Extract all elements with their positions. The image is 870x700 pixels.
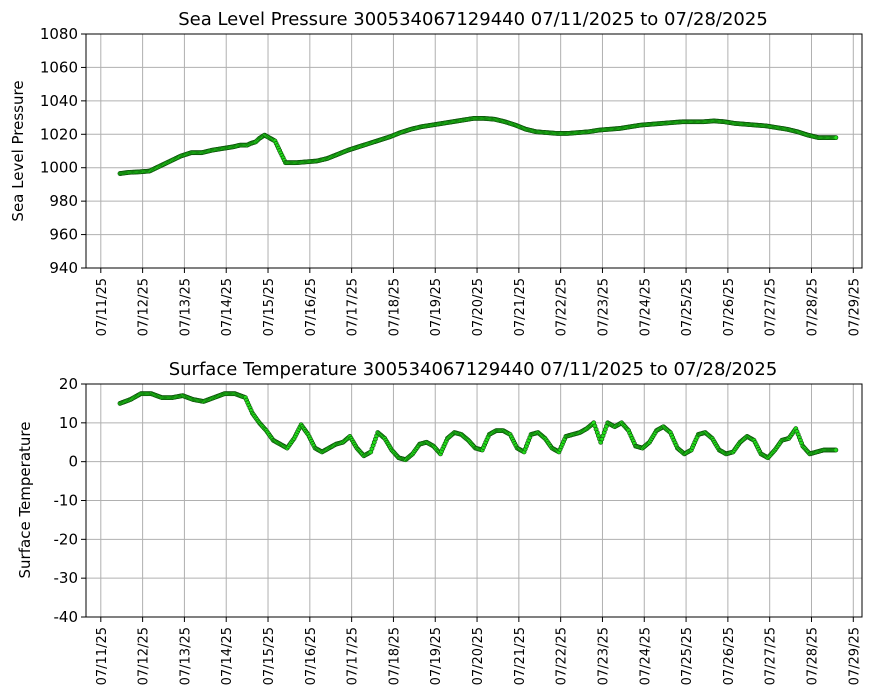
x-tick-label: 07/21/25 [513, 627, 528, 685]
x-tick-label: 07/12/25 [137, 627, 152, 685]
x-tick-label: 07/15/25 [262, 278, 277, 336]
y-tick-label: -10 [54, 492, 79, 510]
x-tick-label: 07/25/25 [680, 278, 695, 336]
x-tick-label: 07/24/25 [638, 627, 653, 685]
x-tick-label: 07/18/25 [387, 278, 402, 336]
chart-title: Surface Temperature 300534067129440 07/1… [169, 359, 778, 380]
x-tick-label: 07/25/25 [680, 627, 695, 685]
x-tick-label: 07/23/25 [596, 627, 611, 685]
y-tick-label: 1040 [40, 92, 78, 110]
x-tick-label: 07/29/25 [847, 278, 862, 336]
x-tick-label: 07/17/25 [346, 627, 361, 685]
x-tick-label: 07/11/25 [95, 278, 110, 336]
y-tick-label: 1000 [40, 159, 78, 177]
sea-level-pressure-chart: Sea Level Pressure 300534067129440 07/11… [9, 9, 863, 336]
x-ticks: 07/11/25 07/12/25 07/13/25 07/14/25 07/15/25… [95, 268, 862, 336]
y-tick-label: -40 [54, 608, 79, 626]
y-tick-label: 0 [68, 453, 78, 471]
data-points [117, 116, 839, 176]
x-tick-label: 07/13/25 [178, 278, 193, 336]
x-ticks: 07/11/25 07/12/25 07/13/25 07/14/25 07/15/25… [95, 617, 862, 685]
y-tick-label: 1080 [40, 25, 78, 43]
x-tick-label: 07/11/25 [95, 627, 110, 685]
x-tick-label: 07/16/25 [304, 278, 319, 336]
y-tick-label: 1020 [40, 125, 78, 143]
y-tick-label: 1060 [40, 58, 78, 76]
y-tick-label: 980 [49, 192, 78, 210]
surface-temperature-chart: Surface Temperature 300534067129440 07/1… [16, 359, 863, 685]
y-tick-label: -30 [54, 569, 79, 587]
x-tick-label: 07/27/25 [764, 627, 779, 685]
x-tick-label: 07/14/25 [220, 627, 235, 685]
y-tick-label: 20 [59, 375, 78, 393]
x-tick-label: 07/22/25 [555, 278, 570, 336]
x-tick-label: 07/16/25 [304, 627, 319, 685]
x-tick-label: 07/20/25 [471, 278, 486, 336]
data-points [117, 391, 839, 463]
x-tick-label: 07/12/25 [137, 278, 152, 336]
x-tick-label: 07/20/25 [471, 627, 486, 685]
x-tick-label: 07/28/25 [805, 278, 820, 336]
x-tick-label: 07/29/25 [847, 627, 862, 685]
x-tick-label: 07/21/25 [513, 278, 528, 336]
y-tick-label: -20 [54, 530, 79, 548]
x-tick-label: 07/23/25 [596, 278, 611, 336]
grid [86, 383, 862, 618]
x-tick-label: 07/15/25 [262, 627, 277, 685]
x-tick-label: 07/13/25 [178, 627, 193, 685]
x-tick-label: 07/24/25 [638, 278, 653, 336]
data-point [833, 447, 839, 453]
y-tick-label: 960 [49, 226, 78, 244]
y-tick-label: 940 [49, 259, 78, 277]
chart-title: Sea Level Pressure 300534067129440 07/11… [178, 9, 768, 30]
x-tick-label: 07/19/25 [429, 627, 444, 685]
y-ticks: -40 -30 -20 -10 0 10 20 [54, 375, 86, 626]
x-tick-label: 07/19/25 [429, 278, 444, 336]
x-tick-label: 07/26/25 [722, 278, 737, 336]
plot-frame [85, 33, 863, 269]
y-tick-label: 10 [59, 414, 78, 432]
y-axis-label: Surface Temperature [16, 422, 34, 579]
y-axis-label: Sea Level Pressure [9, 80, 27, 221]
x-tick-label: 07/22/25 [555, 627, 570, 685]
x-tick-label: 07/26/25 [722, 627, 737, 685]
grid [86, 33, 862, 269]
y-ticks: 940 960 980 1000 1020 1040 1060 1080 [40, 25, 86, 277]
x-tick-label: 07/17/25 [346, 278, 361, 336]
x-tick-label: 07/28/25 [805, 627, 820, 685]
x-tick-label: 07/14/25 [220, 278, 235, 336]
x-tick-label: 07/18/25 [387, 627, 402, 685]
data-point [833, 135, 839, 141]
x-tick-label: 07/27/25 [764, 278, 779, 336]
